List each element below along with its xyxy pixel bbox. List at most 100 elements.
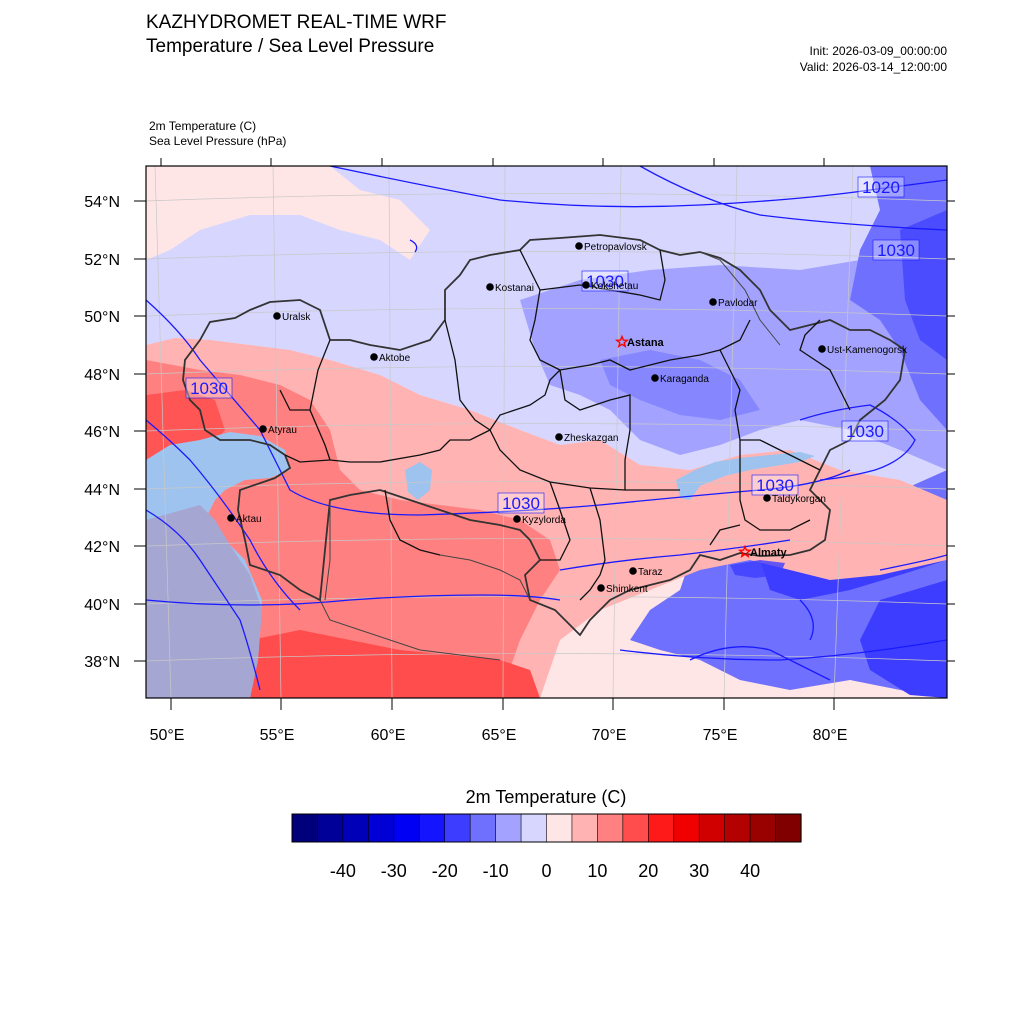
colorbar: -40 -30 -20 -10 0 10 20 30 40	[291, 813, 802, 881]
colorbar-frame	[291, 813, 802, 843]
temperature-field-very-cold-northeast	[900, 210, 947, 360]
lat-tick-label: 46°N	[84, 424, 120, 441]
city-label: Taldykorgan	[772, 494, 826, 505]
city-label: Kostanai	[495, 283, 534, 294]
city-marker-aktau: Aktau	[227, 514, 262, 525]
city-label: Zheskazgan	[564, 433, 618, 444]
city-marker-shimkent: Shimkent	[597, 584, 648, 595]
init-time: Init: 2026-03-09_00:00:00	[809, 44, 947, 58]
city-label: Kokshetau	[591, 281, 638, 292]
valid-time: Valid: 2026-03-14_12:00:00	[799, 60, 947, 74]
city-marker-zheskazgan: Zheskazgan	[555, 433, 618, 444]
isobar-label-box	[581, 270, 629, 292]
lat-tick-label: 54°N	[84, 194, 120, 211]
colorbar-swatch	[546, 813, 573, 843]
city-marker-taraz: Taraz	[629, 567, 662, 578]
city-dot-icon	[651, 374, 659, 382]
city-marker-aktobe: Aktobe	[370, 353, 411, 364]
city-dot-icon	[629, 567, 637, 575]
city-dot-icon	[597, 584, 605, 592]
city-dot-icon	[818, 345, 826, 353]
lat-tick-label: 50°N	[84, 309, 120, 326]
field-label-pressure: Sea Level Pressure (hPa)	[149, 134, 287, 148]
city-label: Aktau	[236, 514, 262, 525]
neighbour-borders	[319, 251, 781, 661]
colorbar-swatch	[647, 813, 675, 843]
colorbar-tick-label: 30	[689, 861, 709, 881]
city-dot-icon	[709, 298, 717, 306]
city-label: Almaty	[750, 547, 788, 559]
map-plot-area: 1020 1030 1030 1030 1030 1030 1030	[146, 166, 947, 698]
isobar-label: 1020	[862, 178, 900, 197]
lat-tick-label: 38°N	[84, 654, 120, 671]
capital-star-icon	[737, 544, 753, 558]
city-label: Petropavlovsk	[584, 242, 648, 253]
colorbar-title: 2m Temperature (C)	[465, 787, 627, 807]
capital-star-icon	[614, 334, 630, 348]
lon-tick-label: 50°E	[150, 727, 185, 744]
colorbar-swatch	[393, 813, 420, 843]
colorbar-swatch	[291, 813, 319, 843]
colorbar-swatch	[749, 813, 777, 843]
colorbar-tick-label: -30	[381, 861, 407, 881]
isobar-label-box	[185, 377, 233, 399]
city-marker-ust-kamenogorsk: Ust-Kamenogorsk	[818, 345, 908, 356]
map-subtitle: Temperature / Sea Level Pressure	[146, 36, 435, 57]
city-marker-kokshetau: Kokshetau	[582, 281, 638, 292]
city-marker-kostanai: Kostanai	[486, 283, 534, 294]
isobar-label: 1030	[846, 422, 884, 441]
temperature-field-pale-northwest	[146, 166, 430, 260]
colorbar-swatch	[418, 813, 446, 843]
colorbar-tick-label: -10	[483, 861, 509, 881]
city-dot-icon	[763, 494, 771, 502]
city-label: Pavlodar	[718, 298, 758, 309]
city-label: Aktobe	[379, 353, 411, 364]
city-marker-pavlodar: Pavlodar	[709, 298, 758, 309]
temperature-field-cold-central	[520, 240, 947, 470]
colorbar-tick-label: 20	[638, 861, 658, 881]
lat-tick-label: 40°N	[84, 597, 120, 614]
colorbar-swatch	[342, 813, 369, 843]
region-borders	[279, 249, 851, 601]
lon-tick-label: 55°E	[260, 727, 295, 744]
city-label: Shimkent	[606, 584, 648, 595]
city-label: Ust-Kamenogorsk	[827, 345, 908, 356]
isobar-label: 1030	[756, 476, 794, 495]
city-dot-icon	[227, 514, 235, 522]
lat-tick-label: 48°N	[84, 367, 120, 384]
city-dot-icon	[582, 281, 590, 289]
temperature-field-very-cold-peaks-2	[860, 580, 947, 698]
map-title: KAZHYDROMET REAL-TIME WRF	[146, 12, 447, 33]
colorbar-swatch	[469, 813, 497, 843]
isobar-label-box	[497, 492, 545, 514]
colorbar-swatch	[597, 813, 624, 843]
colorbar-swatch	[444, 813, 471, 843]
field-label-temperature: 2m Temperature (C)	[149, 119, 257, 133]
isobar-label: 1030	[190, 379, 228, 398]
city-marker-almaty: Almaty	[737, 544, 788, 559]
city-marker-petropavlovsk: Petropavlovsk	[575, 242, 648, 253]
city-marker-taldykorgan: Taldykorgan	[763, 494, 826, 505]
colorbar-tick-label: 0	[541, 861, 551, 881]
colorbar-swatch	[571, 813, 599, 843]
temperature-field-hot-south	[240, 630, 540, 698]
isobar-label: 1030	[502, 494, 540, 513]
colorbar-swatch	[317, 813, 344, 843]
colorbar-tick-label: 40	[740, 861, 760, 881]
isobar-label-box	[841, 420, 889, 442]
issyk-kul-lake	[730, 560, 785, 578]
city-label: Kyzylorda	[522, 515, 566, 526]
city-group: Petropavlovsk Kostanai Kokshetau Uralsk Pavl…	[227, 242, 908, 595]
colorbar-swatch	[724, 813, 751, 843]
city-dot-icon	[273, 312, 281, 320]
city-dot-icon	[370, 353, 378, 361]
lon-tick-label: 65°E	[482, 727, 517, 744]
isobar-label: 1030	[877, 241, 915, 260]
lon-tick-label: 60°E	[371, 727, 406, 744]
city-dot-icon	[259, 425, 267, 433]
colorbar-tick-label: -40	[330, 861, 356, 881]
colorbar-swatch	[622, 813, 649, 843]
city-marker-astana: Astana	[614, 334, 665, 349]
colorbar-swatch	[495, 813, 522, 843]
city-dot-icon	[486, 283, 494, 291]
